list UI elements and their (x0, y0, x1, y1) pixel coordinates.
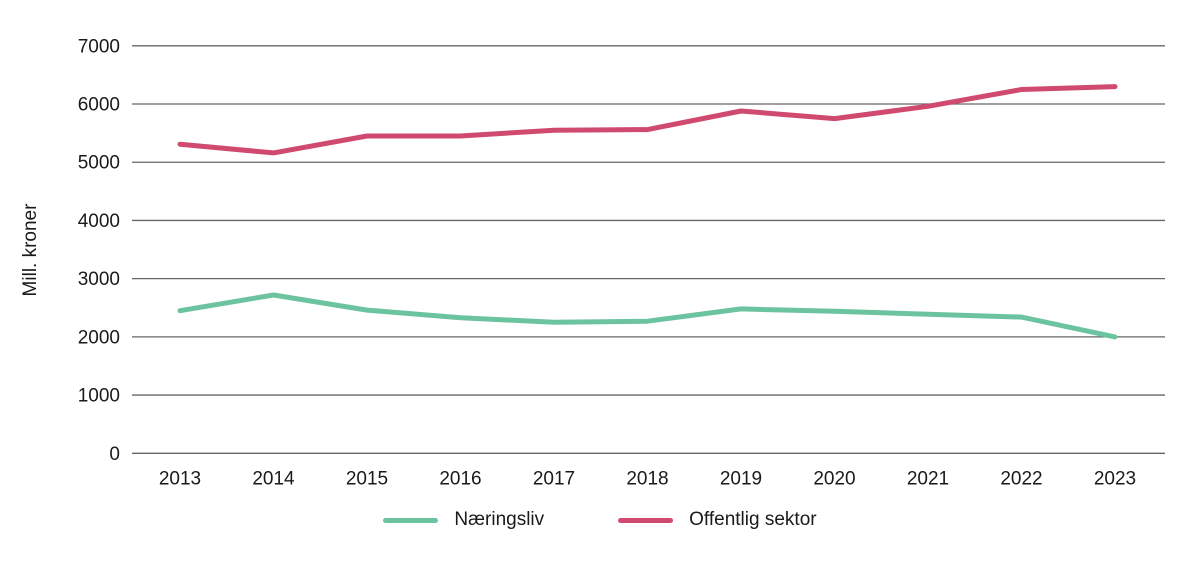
legend: Næringsliv Offentlig sektor (0, 509, 1200, 531)
x-tick-label: 2015 (346, 469, 388, 490)
x-tick-label: 2016 (439, 469, 481, 490)
x-tick-label: 2013 (159, 469, 201, 490)
y-tick-label: 1000 (78, 386, 120, 407)
x-tick-label: 2019 (720, 469, 762, 490)
y-tick-label: 0 (109, 444, 120, 465)
naeringsliv-line (177, 292, 1118, 340)
y-tick-label: 6000 (78, 95, 120, 116)
legend-label-offentlig-sektor: Offentlig sektor (689, 509, 817, 530)
legend-item-naeringsliv: Næringsliv (383, 509, 544, 531)
y-tick-label: 5000 (78, 153, 120, 174)
legend-item-offentlig-sektor: Offentlig sektor (618, 509, 817, 531)
x-tick-label: 2020 (813, 469, 855, 490)
x-tick-label: 2023 (1094, 469, 1136, 490)
x-tick-label: 2017 (533, 469, 575, 490)
y-tick-label: 2000 (78, 327, 120, 348)
x-tick-label: 2022 (1000, 469, 1042, 490)
x-tick-label: 2014 (252, 469, 295, 490)
offentlig-sektor-line-swatch (618, 517, 674, 523)
legend-label-naeringsliv: Næringsliv (454, 509, 545, 530)
y-tick-label: 4000 (78, 211, 120, 232)
offentlig-sektor-line (177, 84, 1118, 156)
y-tick-label: 3000 (78, 269, 120, 290)
naeringsliv-line-swatch (383, 517, 439, 523)
y-tick-label: 7000 (78, 36, 120, 57)
x-tick-label: 2018 (626, 469, 668, 490)
x-tick-label: 2021 (907, 469, 949, 490)
